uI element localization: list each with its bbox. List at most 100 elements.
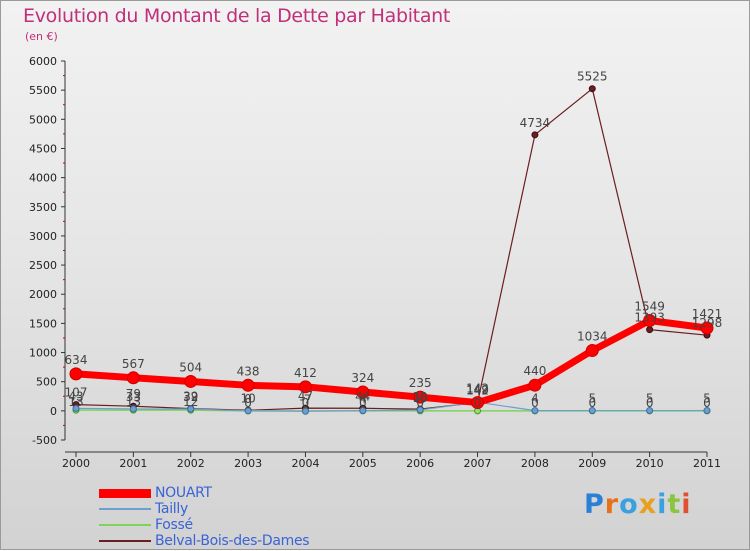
- data-label-nouart: 440: [523, 364, 546, 378]
- x-tick-label: 2000: [62, 457, 90, 470]
- legend-swatch: [99, 540, 151, 542]
- logo-letter: t: [667, 489, 682, 520]
- x-tick-label: 2001: [119, 457, 147, 470]
- series-line-nouart: [75, 317, 708, 407]
- data-label-belval-bois-des-dames: 107: [65, 386, 88, 400]
- data-point-nouart: [69, 367, 83, 381]
- data-point-nouart: [298, 380, 312, 394]
- data-point-nouart: [471, 396, 485, 410]
- y-tick-label: 0: [50, 405, 57, 418]
- data-label-nouart: 1034: [577, 330, 608, 344]
- legend-item-belval-bois-des-dames: Belval-Bois-des-Dames: [99, 533, 310, 549]
- x-tick-label: 2008: [521, 457, 549, 470]
- legend: NOUART Tailly Fossé Belval-Bois-des-Dames: [99, 485, 310, 549]
- data-point-nouart: [126, 371, 140, 385]
- data-label-belval-bois-des-dames: 10: [240, 391, 255, 405]
- legend-swatch: [99, 524, 151, 526]
- data-point-tailly: [531, 407, 539, 415]
- data-point-tailly: [187, 405, 195, 413]
- data-label-foss-: 0: [531, 396, 539, 410]
- data-label-tailly: 0: [244, 392, 252, 406]
- data-label-tailly: 5: [646, 392, 654, 406]
- data-label-belval-bois-des-dames: 39: [183, 390, 198, 404]
- data-point-tailly: [244, 407, 252, 415]
- data-label-tailly: 5: [703, 392, 711, 406]
- logo-letter: x: [638, 489, 658, 520]
- data-point-nouart: [413, 390, 427, 404]
- data-label-tailly: 33: [126, 390, 141, 404]
- data-label-tailly: 16: [413, 391, 428, 405]
- data-label-foss-: 0: [416, 396, 424, 410]
- legend-item-foss-: Fossé: [99, 517, 309, 533]
- data-label-foss-: 0: [302, 396, 310, 410]
- x-tick-label: 2006: [406, 457, 434, 470]
- x-tick-label: 2009: [578, 457, 606, 470]
- data-point-tailly: [703, 407, 711, 415]
- y-tick-label: 1500: [29, 317, 57, 330]
- x-tick-label: 2010: [636, 457, 664, 470]
- y-tick-label: 5500: [29, 84, 57, 97]
- data-label-nouart: 1421: [692, 307, 723, 321]
- data-point-tailly: [359, 407, 367, 415]
- data-label-belval-bois-des-dames: 142: [466, 384, 489, 398]
- x-tick-label: 2005: [349, 457, 377, 470]
- y-tick-label: 5000: [29, 113, 57, 126]
- y-tick-label: 2500: [29, 259, 57, 272]
- logo-letter: P: [584, 489, 605, 520]
- legend-item-tailly: Tailly: [99, 501, 309, 517]
- y-tick-label: 6000: [29, 55, 57, 68]
- data-label-foss-: 0: [588, 396, 596, 410]
- y-tick-label: 1000: [29, 347, 57, 360]
- y-tick-label: 4000: [29, 172, 57, 185]
- data-label-foss-: 13: [126, 395, 141, 409]
- legend-item-nouart: NOUART: [99, 485, 309, 501]
- data-label-belval-bois-des-dames: 4734: [520, 116, 551, 130]
- data-point-nouart: [700, 321, 714, 335]
- x-tick-label: 2011: [693, 457, 721, 470]
- data-label-foss-: 0: [474, 396, 482, 410]
- data-point-tailly: [416, 406, 424, 414]
- data-point-nouart: [528, 378, 542, 392]
- data-label-belval-bois-des-dames: 30: [413, 390, 428, 404]
- logo-letter: o: [619, 489, 639, 520]
- data-label-belval-bois-des-dames: 47: [298, 389, 313, 403]
- y-tick-label: -500: [32, 434, 57, 447]
- data-point-nouart: [585, 344, 599, 358]
- y-tick-label: 3000: [29, 230, 57, 243]
- data-point-tailly: [588, 407, 596, 415]
- chart-unit: (en €): [25, 30, 58, 43]
- data-label-tailly: 43: [68, 389, 83, 403]
- data-label-nouart: 438: [237, 364, 260, 378]
- data-label-foss-: 0: [646, 396, 654, 410]
- data-label-tailly: -7: [299, 392, 311, 406]
- x-tick-label: 2007: [464, 457, 492, 470]
- data-label-belval-bois-des-dames: 79: [126, 387, 141, 401]
- data-point-nouart: [241, 378, 255, 392]
- logo-letter: i: [657, 489, 668, 520]
- legend-swatch: [99, 508, 151, 510]
- y-tick-label: 2000: [29, 288, 57, 301]
- data-label-foss-: 12: [183, 395, 198, 409]
- data-label-foss-: 0: [244, 396, 252, 410]
- data-label-tailly: 5: [588, 392, 596, 406]
- x-tick-label: 2002: [177, 457, 205, 470]
- data-label-nouart: 142: [466, 382, 489, 396]
- data-label-nouart: 567: [122, 357, 145, 371]
- data-point-belval-bois-des-dames: [646, 326, 654, 334]
- data-point-belval-bois-des-dames: [588, 85, 596, 93]
- data-label-tailly: 149: [466, 383, 489, 397]
- x-tick-label: 2003: [234, 457, 262, 470]
- data-label-nouart: 504: [179, 360, 202, 374]
- data-point-tailly: [129, 405, 137, 413]
- legend-label: NOUART: [155, 485, 212, 501]
- data-label-foss-: 0: [359, 396, 367, 410]
- legend-label: Belval-Bois-des-Dames: [155, 533, 310, 549]
- data-point-nouart: [643, 314, 657, 328]
- data-label-tailly: 32: [183, 390, 198, 404]
- data-label-foss-: 13: [68, 395, 83, 409]
- data-point-tailly: [646, 407, 654, 415]
- data-label-nouart: 634: [65, 353, 88, 367]
- logo-letter: r: [604, 489, 620, 520]
- series-line-tailly: [75, 401, 707, 412]
